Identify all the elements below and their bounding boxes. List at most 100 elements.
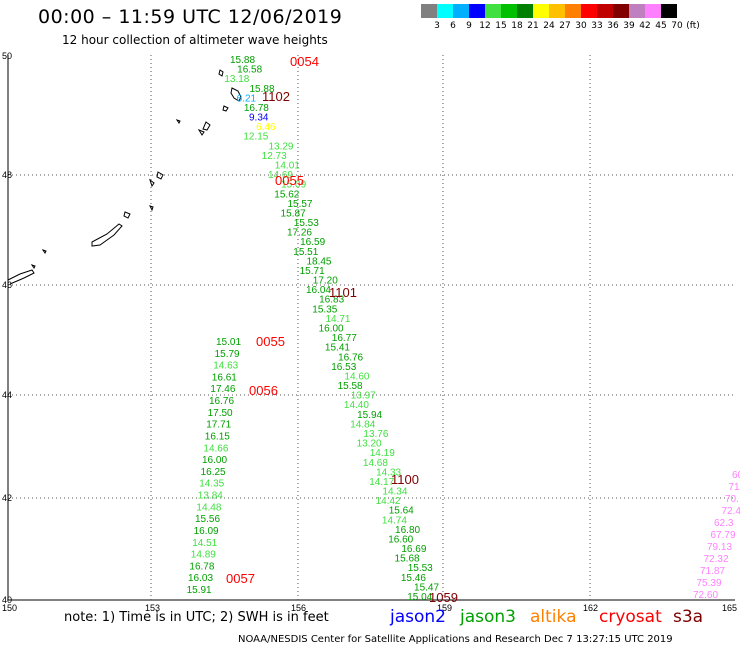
- coastline: [7, 69, 242, 285]
- top-track-value: 15.53: [294, 218, 319, 229]
- legend-swatch-10: [581, 4, 597, 18]
- top-track-value: 15.62: [274, 189, 299, 200]
- left-track-value: 14.48: [196, 502, 221, 513]
- legend-label-12: 39: [623, 21, 635, 31]
- sat-cryosat-label: cryosat: [599, 607, 662, 627]
- legend-label-4: 15: [495, 21, 507, 31]
- island-10: [123, 211, 131, 219]
- legend-swatch-15: [661, 4, 677, 18]
- top-track-value: 14.17: [369, 477, 394, 488]
- island-9: [149, 205, 154, 212]
- legend-label-14: 45: [655, 21, 667, 31]
- top-track-value: 15.87: [281, 208, 306, 219]
- top-track-value: 16.59: [300, 237, 325, 248]
- legend-label-11: 36: [607, 21, 619, 31]
- left-track-value: 17.46: [210, 384, 235, 395]
- top-track-value: 14.34: [382, 487, 407, 498]
- time-0055a: 0055: [275, 173, 304, 188]
- sat-altika: altika: [530, 607, 577, 627]
- top-track-value: 16.53: [331, 362, 356, 373]
- top-track-value: 16.58: [237, 65, 262, 76]
- top-track-value: 15.47: [414, 582, 439, 593]
- left-track-value: 14.63: [213, 361, 238, 372]
- map-title: 00:00 – 11:59 UTC 12/06/2019: [38, 6, 343, 28]
- legend-label-7: 24: [543, 21, 555, 31]
- left-track-value: 14.51: [192, 538, 217, 549]
- legend-labels: 3 6 9 12 15 18 21 24 27 30 33 36 39 42 45 70 (ft): [421, 21, 701, 31]
- left-track-value: 16.03: [188, 573, 213, 584]
- legend-swatch-14: [645, 4, 661, 18]
- sat-s3a: s3a: [673, 607, 703, 627]
- right-track-value: 72.60: [693, 590, 718, 601]
- top-track-value: 15.88: [230, 55, 255, 66]
- y-tick-48: 48: [2, 170, 12, 180]
- top-track-value: 9.34: [249, 113, 269, 124]
- time-1059: 1059: [429, 590, 458, 605]
- left-track-value: 16.00: [202, 455, 227, 466]
- left-track-value: 16.78: [189, 561, 214, 572]
- left-track-value: 16.25: [201, 467, 226, 478]
- left-track-value: 15.01: [216, 337, 241, 348]
- y-tick-50: 50: [2, 51, 12, 61]
- legend-label-3: 12: [479, 21, 491, 31]
- left-track-value: 13.84: [198, 491, 223, 502]
- right-track-value: 71: [729, 482, 740, 493]
- legend-label-13: 42: [639, 21, 651, 31]
- top-track-value: 14.40: [344, 400, 369, 411]
- top-track-value: 16.04: [306, 285, 331, 296]
- left-track-value: 16.15: [205, 431, 230, 442]
- left-track-value: 17.50: [208, 408, 233, 419]
- legend-label-6: 21: [527, 21, 539, 31]
- left-track-value: 17.71: [206, 420, 231, 431]
- right-track-value: 79.13: [707, 542, 732, 553]
- left-track-value: 15.91: [187, 585, 212, 596]
- time-1102: 1102: [262, 89, 290, 104]
- sat-cryosat: cryosat: [599, 607, 662, 627]
- top-track-value: 16.60: [388, 534, 413, 545]
- right-track-value: 75.39: [697, 578, 722, 589]
- top-track-value: 15.58: [338, 381, 363, 392]
- left-track-value: 15.56: [195, 514, 220, 525]
- track-values: 15.8816.5813.1815.886.2116.789.346.4612.…: [187, 55, 740, 603]
- legend-swatch-8: [549, 4, 565, 18]
- legend-swatch-1: [437, 4, 453, 18]
- top-track-value: 15.68: [395, 554, 420, 565]
- top-track-value: 15.09: [281, 180, 306, 191]
- right-track-value: 70.: [725, 494, 739, 505]
- legend-label-9: 30: [575, 21, 587, 31]
- sat-jason2: jason2: [390, 607, 446, 627]
- y-tick-46: 46: [2, 280, 12, 290]
- map-grid: [8, 55, 735, 600]
- sat-altika-label: altika: [530, 607, 577, 627]
- top-track-value: 14.19: [370, 448, 395, 459]
- y-tick-44: 44: [2, 390, 12, 400]
- time-1100: 1100: [391, 472, 419, 487]
- legend-color-scale: [421, 4, 701, 18]
- right-track-value: 62.3: [714, 518, 734, 529]
- top-track-value: 14.42: [376, 496, 401, 507]
- legend-swatch-4: [485, 4, 501, 18]
- top-track-value: 15.41: [325, 343, 350, 354]
- island-13: [30, 264, 36, 269]
- top-track-value: 16.83: [319, 295, 344, 306]
- top-track-value: 6.46: [256, 122, 276, 133]
- time-1101: 1101: [329, 285, 357, 300]
- time-0054: 0054: [290, 54, 319, 69]
- right-track-value: 72.32: [704, 554, 729, 565]
- credit-line: NOAA/NESDIS Center for Satellite Applica…: [238, 634, 673, 645]
- right-track-value: 71.87: [700, 566, 725, 577]
- time-0056: 0056: [249, 383, 278, 398]
- sat-jason3: jason3: [460, 607, 516, 627]
- top-track-value: 16.69: [401, 544, 426, 555]
- top-track-value: 13.20: [357, 439, 382, 450]
- island-6: [175, 119, 181, 124]
- legend-swatch-11: [597, 4, 613, 18]
- legend-swatch-3: [469, 4, 485, 18]
- top-track-value: 18.45: [306, 256, 331, 267]
- legend-swatch-7: [533, 4, 549, 18]
- top-track-value: 14.68: [363, 458, 388, 469]
- island-2: [230, 87, 242, 102]
- top-track-value: 13.29: [268, 141, 293, 152]
- top-track-value: 14.69: [268, 170, 293, 181]
- top-track-value: 15.57: [287, 199, 312, 210]
